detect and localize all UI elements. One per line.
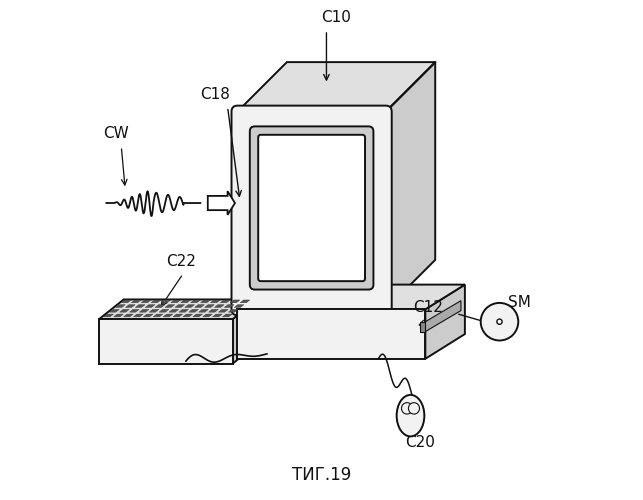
Polygon shape [425,300,461,332]
Polygon shape [208,310,218,312]
Polygon shape [222,314,232,317]
Polygon shape [116,304,125,308]
Polygon shape [165,304,175,308]
Polygon shape [421,322,425,332]
Ellipse shape [401,402,413,414]
Polygon shape [233,300,257,364]
Polygon shape [175,304,185,308]
Polygon shape [183,314,192,317]
Polygon shape [204,304,214,308]
Polygon shape [173,314,183,317]
Text: C12: C12 [413,300,443,316]
Polygon shape [99,319,233,364]
Polygon shape [120,310,129,312]
Circle shape [497,319,502,324]
Text: C18: C18 [200,86,230,102]
Polygon shape [155,304,165,308]
Polygon shape [230,300,240,302]
Polygon shape [425,284,465,359]
Text: ΤИГ.19: ΤИГ.19 [292,466,351,484]
Polygon shape [104,314,113,317]
Polygon shape [149,310,159,312]
Polygon shape [215,304,224,308]
Polygon shape [110,310,120,312]
Polygon shape [122,300,131,302]
Polygon shape [181,300,190,302]
Polygon shape [195,304,204,308]
Polygon shape [189,310,199,312]
Polygon shape [210,300,220,302]
Polygon shape [240,300,249,302]
Polygon shape [135,304,145,308]
Polygon shape [237,62,435,112]
Polygon shape [221,300,230,302]
Polygon shape [131,300,141,302]
Polygon shape [219,310,228,312]
Text: C22: C22 [166,254,195,269]
Polygon shape [228,310,238,312]
Polygon shape [203,314,212,317]
Polygon shape [199,310,208,312]
Polygon shape [179,310,188,312]
Polygon shape [169,310,179,312]
Text: SM: SM [508,296,530,310]
Polygon shape [143,314,153,317]
Polygon shape [201,300,210,302]
Polygon shape [153,314,163,317]
Text: C20: C20 [406,436,435,450]
Polygon shape [185,304,194,308]
Polygon shape [171,300,181,302]
Polygon shape [134,314,143,317]
Polygon shape [191,300,201,302]
FancyBboxPatch shape [250,126,374,290]
Polygon shape [163,314,173,317]
Circle shape [481,303,518,341]
Polygon shape [224,304,234,308]
Polygon shape [123,314,133,317]
Polygon shape [125,304,135,308]
Polygon shape [208,191,235,215]
Ellipse shape [408,402,419,414]
Polygon shape [213,314,222,317]
Polygon shape [129,310,139,312]
Polygon shape [151,300,161,302]
FancyBboxPatch shape [231,106,392,316]
Polygon shape [237,284,465,310]
Polygon shape [234,304,244,308]
Polygon shape [386,62,435,310]
Ellipse shape [397,395,424,436]
Polygon shape [99,300,257,319]
Polygon shape [237,310,425,359]
Polygon shape [159,310,168,312]
Polygon shape [141,300,151,302]
Polygon shape [193,314,203,317]
Text: C10: C10 [322,10,351,25]
Polygon shape [161,300,170,302]
Polygon shape [145,304,155,308]
Text: CW: CW [104,126,129,141]
Polygon shape [114,314,123,317]
FancyBboxPatch shape [258,135,365,281]
Polygon shape [140,310,149,312]
